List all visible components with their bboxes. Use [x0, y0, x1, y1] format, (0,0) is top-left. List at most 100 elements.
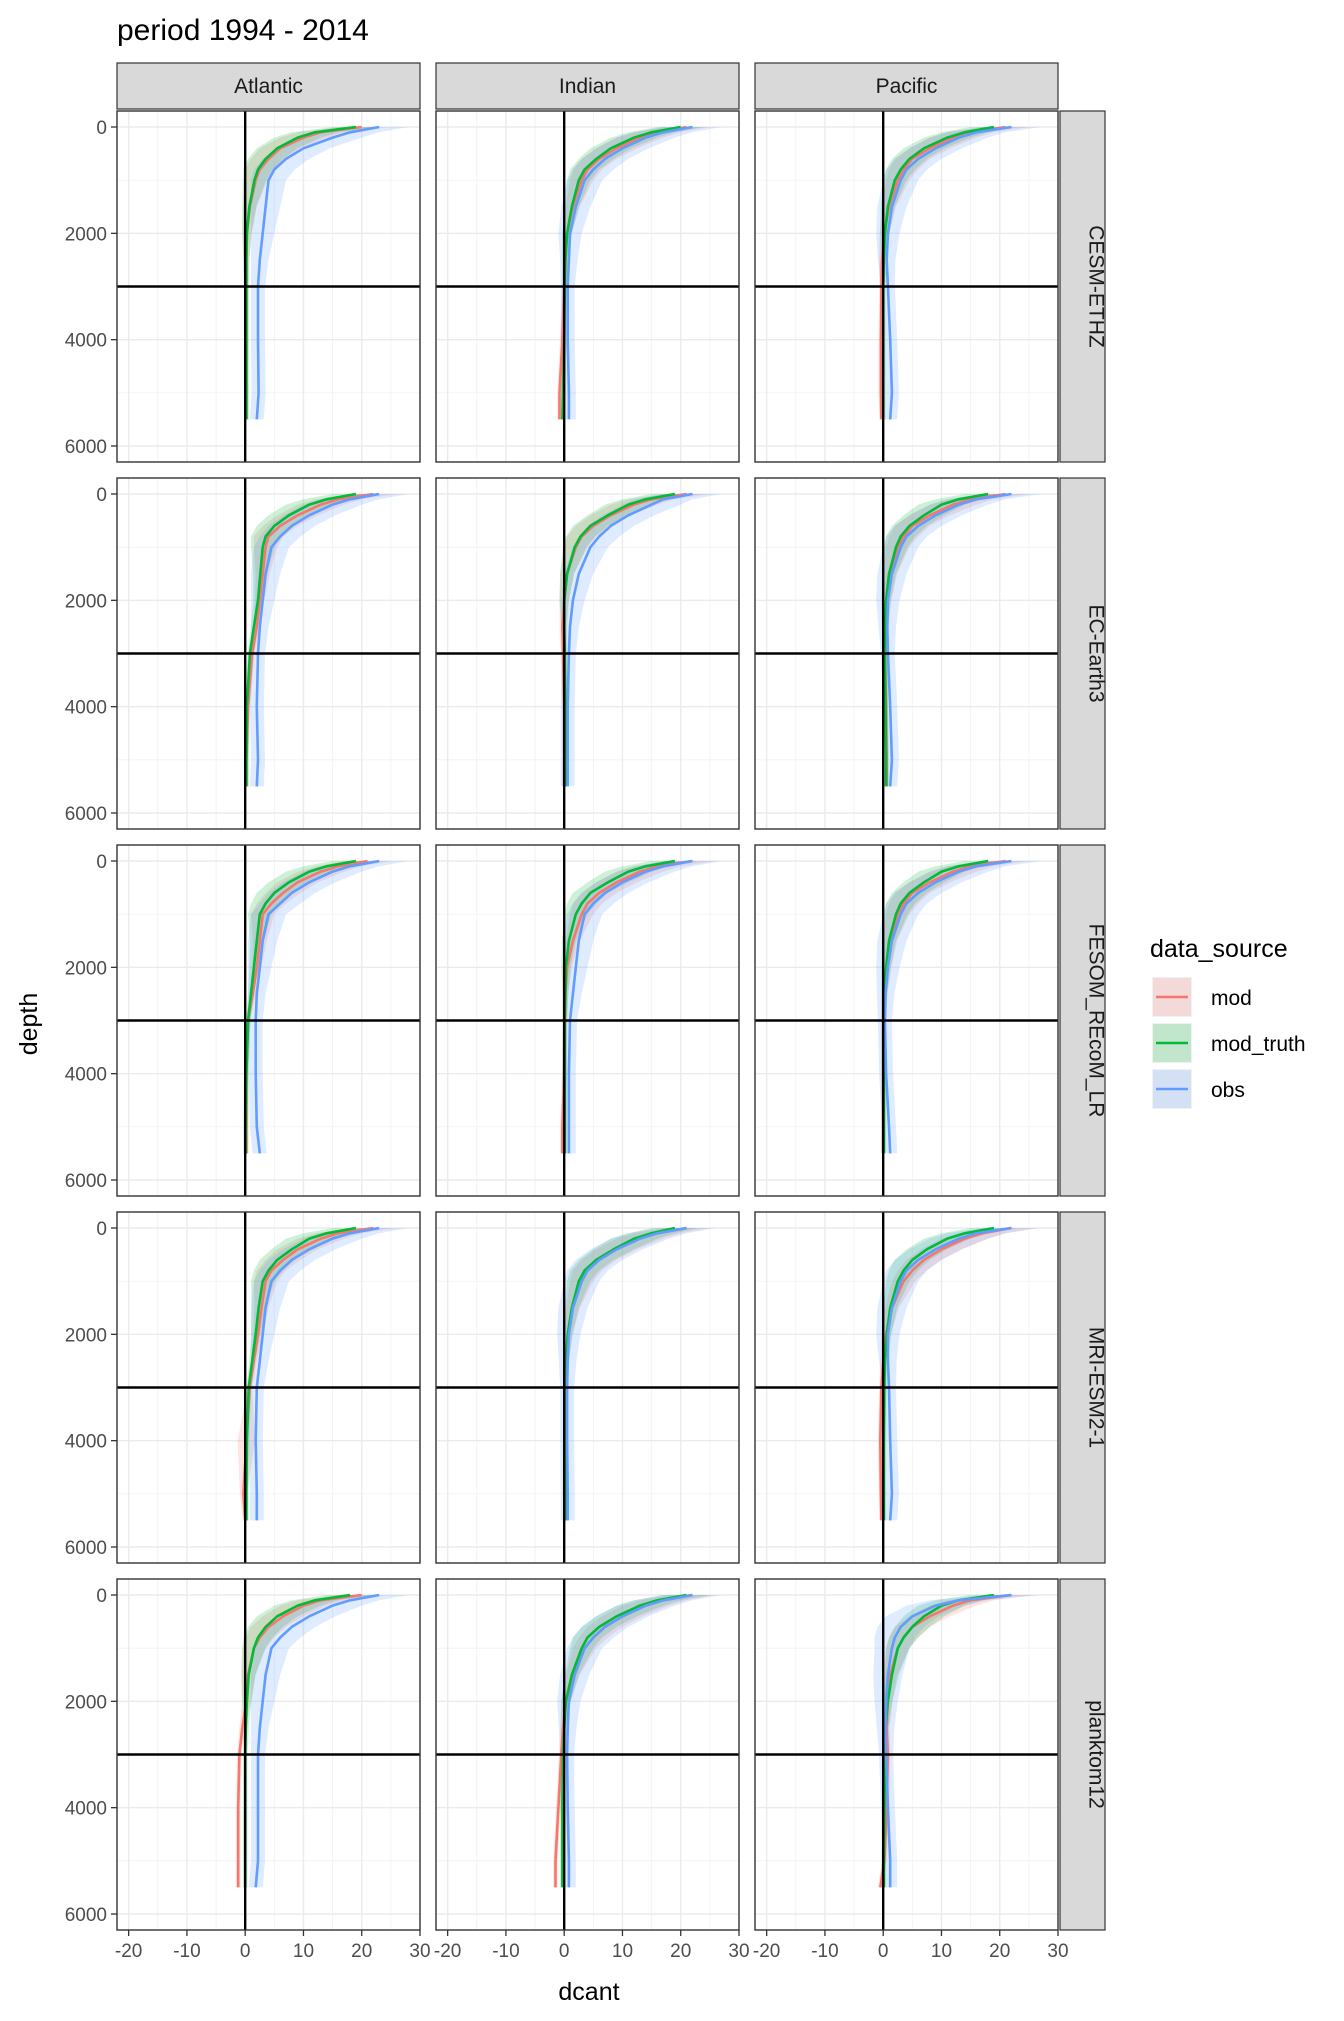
- panel-plot-area: [436, 1579, 739, 1930]
- line-obs: [883, 859, 1012, 1154]
- line-obs: [255, 492, 380, 787]
- y-tick-label: 6000: [65, 1171, 107, 1192]
- panel-plot-area: [755, 1579, 1058, 1930]
- x-tick-label: 30: [728, 1941, 749, 1962]
- line-obs: [254, 1593, 380, 1888]
- y-tick-label: 4000: [65, 331, 107, 352]
- panel-plot-area: [117, 845, 420, 1196]
- y-tick-label: 6000: [65, 1538, 107, 1559]
- y-axis-title: depth: [15, 993, 43, 1056]
- line-obs: [255, 125, 380, 420]
- line-mod-truth: [245, 1226, 357, 1521]
- panel-fesom-recom-lr-atlantic: 0 2000 4000 6000: [65, 844, 421, 1197]
- y-tick-label: 0: [96, 485, 107, 506]
- panel-plot-area: [117, 111, 420, 462]
- strip-label-fesom-recom-lr: FESOM_REcoM_LR: [1085, 924, 1108, 1118]
- y-tick-label: 0: [96, 1219, 107, 1240]
- ribbon-obs: [248, 1595, 409, 1888]
- y-tick-label: 4000: [65, 1065, 107, 1086]
- line-obs: [565, 1226, 687, 1521]
- panel-cesm-ethz-pacific: [754, 110, 1059, 463]
- y-tick-label: 6000: [65, 1905, 107, 1926]
- panel-plot-area: [755, 1212, 1058, 1563]
- panel-plot-area: [117, 1212, 420, 1563]
- y-tick-label: 4000: [65, 1799, 107, 1820]
- ribbon-obs: [557, 1228, 716, 1521]
- panel-plot-area: [117, 478, 420, 829]
- ribbon-mod: [242, 127, 385, 420]
- line-mod-truth: [245, 492, 357, 787]
- panel-planktom12-indian: -20 -10 0 10 20 30: [434, 1578, 750, 1962]
- x-tick-label: -10: [173, 1941, 200, 1962]
- x-tick-label: -10: [492, 1941, 519, 1962]
- panel-border: [435, 110, 740, 463]
- panel-plot-area: [436, 478, 739, 829]
- legend-item-mod: mod: [1152, 977, 1252, 1017]
- strip-fesom-recom-lr: [1059, 844, 1106, 1197]
- strip-atlantic: [116, 62, 421, 110]
- strip-mri-esm2-1: [1059, 1211, 1106, 1564]
- line-mod-truth: [882, 1593, 995, 1888]
- y-tick-label: 2000: [65, 224, 107, 245]
- line-mod-truth: [561, 1593, 687, 1888]
- x-tick-label: 10: [612, 1941, 633, 1962]
- panel-border: [435, 1211, 740, 1564]
- panel-planktom12-atlantic: 0 2000 4000 6000 -20 -10 0 10 20 30: [65, 1578, 431, 1962]
- x-tick-label: 0: [559, 1941, 570, 1962]
- y-tick-label: 4000: [65, 1432, 107, 1453]
- panel-cesm-ethz-indian: [435, 110, 740, 463]
- panel-mri-esm2-1-atlantic: 0 2000 4000 6000: [65, 1211, 421, 1564]
- legend-item-obs: obs: [1152, 1069, 1245, 1109]
- y-tick-label: 2000: [65, 958, 107, 979]
- strip-label-pacific: Pacific: [876, 75, 938, 98]
- panel-border: [116, 1578, 421, 1931]
- panel-border: [754, 477, 1059, 830]
- y-tick-label: 2000: [65, 1692, 107, 1713]
- panel-border: [435, 477, 740, 830]
- chart-title: period 1994 - 2014: [117, 14, 369, 47]
- panel-plot-area: [755, 111, 1058, 462]
- strip-label-ec-earth3: EC-Earth3: [1085, 604, 1108, 702]
- x-tick-label: 10: [293, 1941, 314, 1962]
- line-mod: [558, 125, 687, 420]
- panel-fesom-recom-lr-indian: [435, 844, 740, 1197]
- strip-label-cesm-ethz: CESM-ETHZ: [1085, 225, 1108, 348]
- line-mod-truth: [883, 492, 989, 787]
- x-axis-title: dcant: [558, 1978, 619, 2006]
- panel-plot-area: [755, 845, 1058, 1196]
- x-tick-label: -10: [811, 1941, 838, 1962]
- strip-label-atlantic: Atlantic: [234, 75, 303, 98]
- ribbon-obs: [558, 127, 722, 420]
- line-mod-truth: [245, 125, 357, 420]
- line-obs: [566, 125, 693, 420]
- strip-planktom12: [1059, 1578, 1106, 1931]
- line-obs: [885, 492, 1012, 787]
- ribbon-obs: [876, 861, 1041, 1154]
- y-tick-label: 6000: [65, 804, 107, 825]
- line-mod: [878, 1226, 1012, 1521]
- panel-mri-esm2-1-pacific: [754, 1211, 1059, 1564]
- facet-strips: Atlantic Indian Pacific CESM-ETHZ EC-Earth3 F…: [116, 62, 1108, 1931]
- x-tick-label: 0: [240, 1941, 251, 1962]
- legend-label: obs: [1211, 1079, 1245, 1102]
- panel-plot-area: [436, 845, 739, 1196]
- strip-indian: [435, 62, 740, 110]
- line-obs: [565, 1593, 693, 1888]
- y-tick-label: 6000: [65, 437, 107, 458]
- strip-cesm-ethz: [1059, 110, 1106, 463]
- panel-border: [754, 110, 1059, 463]
- y-tick-label: 2000: [65, 1325, 107, 1346]
- panel-border: [435, 1578, 740, 1931]
- x-tick-label: 10: [931, 1941, 952, 1962]
- line-obs: [567, 859, 693, 1154]
- line-obs: [884, 1593, 1012, 1888]
- line-obs: [885, 125, 1012, 420]
- panel-ec-earth3-pacific: [754, 477, 1059, 830]
- x-tick-label: 20: [351, 1941, 372, 1962]
- strip-ec-earth3: [1059, 477, 1106, 830]
- line-obs: [566, 492, 693, 787]
- x-tick-label: 20: [670, 1941, 691, 1962]
- facet-panels: 0200040006000020004000600002000400060000…: [65, 110, 1069, 1962]
- line-obs: [254, 859, 380, 1154]
